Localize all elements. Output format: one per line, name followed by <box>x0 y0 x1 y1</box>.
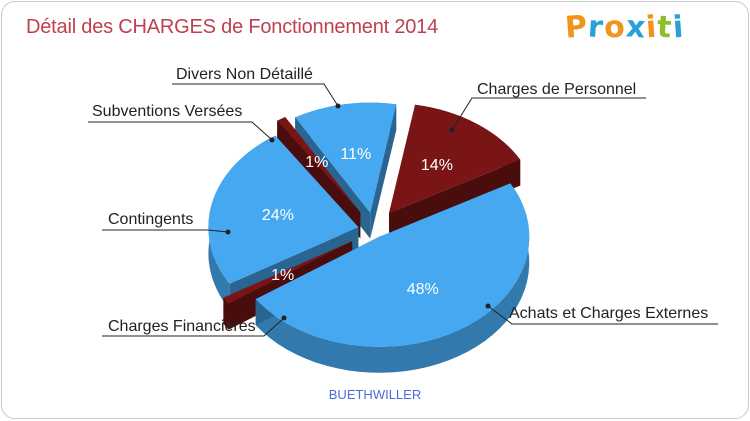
pie-slice-charges-de-personnel[interactable] <box>389 104 521 214</box>
leader-line <box>172 83 339 107</box>
leader-dot <box>269 137 275 143</box>
leader-line <box>487 305 718 325</box>
leader-line <box>102 229 229 233</box>
pie-slice-contingents[interactable] <box>208 135 359 284</box>
pie-percent-label: 1% <box>271 267 294 284</box>
chart-title: Détail des CHARGES de Fonctionnement 201… <box>26 16 439 38</box>
leader-dot <box>335 103 341 109</box>
category-label: Achats et Charges Externes <box>509 305 708 322</box>
category-label: Charges Financières <box>108 318 256 335</box>
pie-labels: 14% 48% 1% 24% 1% 11% Charges de Personnel Acha… <box>88 66 718 337</box>
leader-dot <box>449 127 455 133</box>
pie-percent-label: 11% <box>340 146 371 163</box>
pie-slices <box>208 102 530 373</box>
leader-dot <box>485 303 491 309</box>
pie-slice-achats-et-charges-externes[interactable] <box>255 183 530 347</box>
pie-slice-wall <box>370 104 397 239</box>
category-label: Charges de Personnel <box>477 81 636 98</box>
leader-line <box>88 121 273 141</box>
category-label: Subventions Versées <box>92 103 242 120</box>
chart-subtitle: BUETHWILLER <box>328 387 422 402</box>
pie-slice-wall <box>223 241 353 324</box>
leader-dot <box>225 229 231 235</box>
pie-percent-label: 24% <box>262 207 294 224</box>
pie-percent-label: 48% <box>407 281 439 298</box>
category-label: Contingents <box>108 211 193 228</box>
leader-line <box>102 317 285 337</box>
category-label: Divers Non Détaillé <box>176 66 313 83</box>
pie-slice-wall <box>389 159 521 240</box>
leader-line <box>451 97 646 131</box>
pie-slice-subventions-vers-es[interactable] <box>277 117 361 213</box>
pie-percent-label: 14% <box>421 157 453 174</box>
pie-slice-charges-financi-res[interactable] <box>223 241 353 304</box>
pie-slice-divers-non-d-taill-[interactable] <box>295 102 397 213</box>
pie-percent-label: 1% <box>305 154 328 171</box>
leader-dot <box>281 315 287 321</box>
